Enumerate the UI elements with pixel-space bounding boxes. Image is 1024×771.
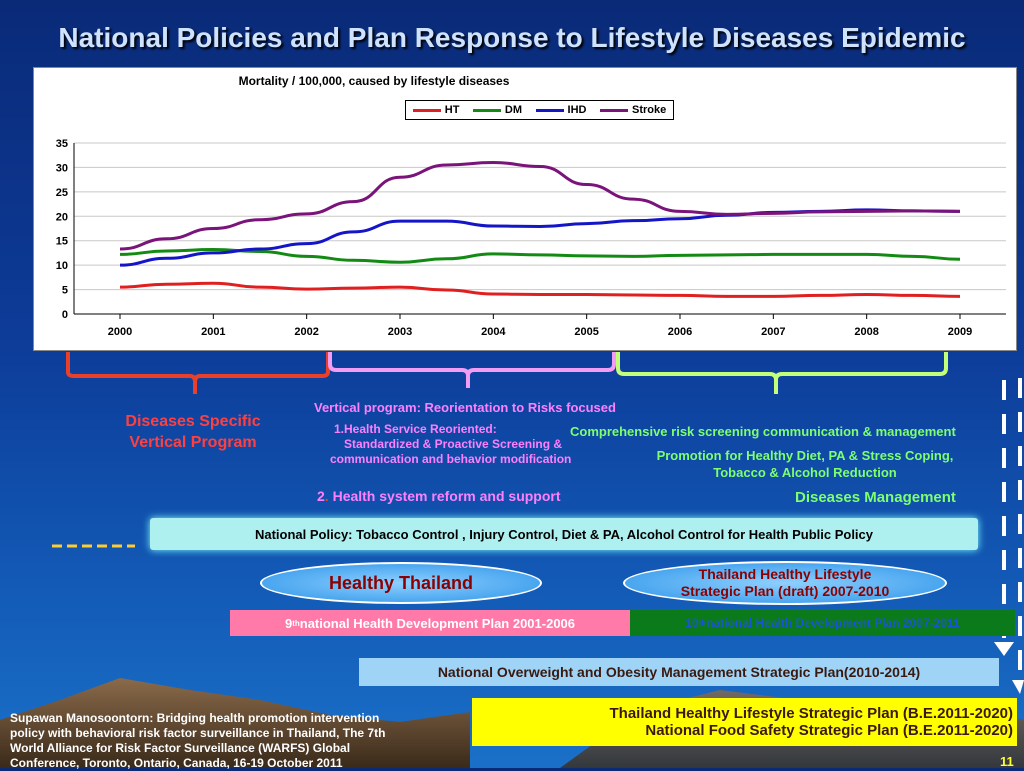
legend-ht: HT [412, 104, 459, 116]
series-line-ihd [119, 208, 961, 267]
x-tick-label: 2009 [948, 326, 972, 338]
x-tick-label: 2005 [574, 326, 598, 338]
series-line-ht [119, 281, 961, 298]
series-line-dm [119, 248, 961, 264]
healthy-lifestyle-draft-ellipse: Thailand Healthy Lifestyle Strategic Pla… [623, 561, 947, 605]
brace-pink [328, 352, 616, 388]
chart-title: Mortality / 100,000, caused by lifestyle… [238, 74, 510, 88]
health-system-reform: 2. Health system reform and support [317, 488, 561, 504]
x-tick-label: 2000 [108, 326, 132, 338]
brace-red [66, 352, 330, 394]
series-line-stroke [119, 161, 961, 251]
mountain-left [0, 678, 470, 768]
page-number: 11 [1000, 754, 1014, 769]
citation: Supawan Manosoontorn: Bridging health pr… [10, 711, 386, 770]
y-tick-label: 15 [56, 236, 68, 248]
diseases-management: Diseases Management [795, 489, 956, 506]
healthy-lifestyle-2011-plan: Thailand Healthy Lifestyle Strategic Pla… [472, 698, 1017, 746]
comprehensive-screening: Comprehensive risk screening communicati… [570, 424, 956, 439]
x-tick-label: 2004 [481, 326, 506, 338]
mortality-line-chart: 0 5 10 15 20 25 30 35 2000 2001 2002 2003 2004 2005 20… [56, 138, 1006, 338]
y-tick-label: 5 [62, 285, 68, 297]
legend-stroke: Stroke [599, 104, 666, 116]
national-policy-bar: National Policy: Tobacco Control , Injur… [150, 518, 978, 550]
legend-dm: DM [472, 104, 522, 116]
health-service-reoriented: 1.Health Service Reoriented: Standardize… [330, 422, 572, 466]
x-tick-label: 2002 [294, 326, 318, 338]
obesity-management-plan: National Overweight and Obesity Manageme… [359, 658, 999, 686]
y-tick-label: 30 [56, 162, 68, 174]
y-tick-label: 35 [56, 138, 68, 150]
chart-frame: 0 5 10 15 20 25 30 35 2000 2001 2002 2003 2004 2005 20… [33, 67, 1017, 351]
x-tick-label: 2008 [854, 326, 878, 338]
brace-green [616, 352, 948, 394]
x-tick-label: 2001 [201, 326, 225, 338]
vertical-program-heading: Vertical program: Reorientation to Risks… [314, 400, 616, 415]
x-tick-label: 2003 [388, 326, 412, 338]
legend-ihd: IHD [535, 104, 586, 116]
promotion-healthy-diet: Promotion for Healthy Diet, PA & Stress … [656, 448, 954, 480]
x-tick-label: 2006 [668, 326, 692, 338]
y-tick-label: 10 [56, 260, 68, 272]
slide-title: National Policies and Plan Response to L… [58, 22, 966, 53]
y-tick-label: 25 [56, 187, 68, 199]
arrow-head-1 [994, 642, 1014, 656]
arrow-head-2 [1012, 680, 1024, 694]
disease-specific-label: Diseases Specific Vertical Program [125, 413, 261, 451]
x-tick-label: 2007 [761, 326, 785, 338]
y-tick-label: 0 [62, 309, 68, 321]
chart-legend: HT DM IHD Stroke [405, 100, 674, 120]
healthy-thailand-ellipse: Healthy Thailand [260, 562, 542, 604]
y-tick-label: 20 [56, 211, 68, 223]
